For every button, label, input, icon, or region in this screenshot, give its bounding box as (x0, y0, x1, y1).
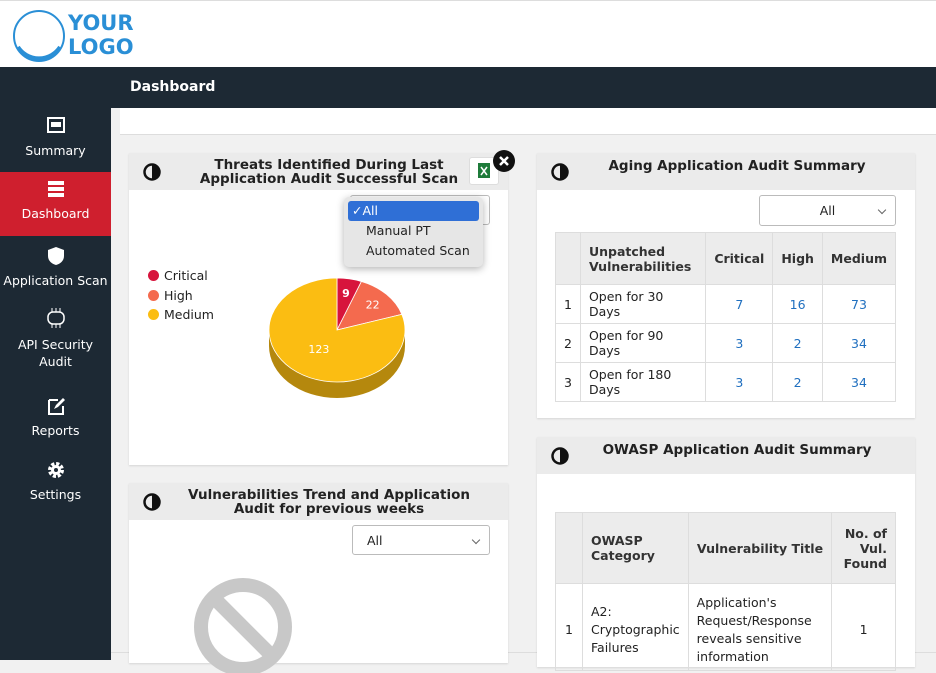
table-cell: 1 (831, 583, 896, 671)
panel-title: Aging Application Audit Summary (608, 158, 866, 174)
header: YOUR LOGO (0, 0, 936, 67)
table-cell: 3 (705, 362, 774, 402)
legend-item: High (148, 288, 193, 303)
panel-title: Threats Identified During Last Applicati… (199, 157, 459, 187)
panel-header: OWASP Application Audit Summary (537, 437, 915, 474)
table-cell: 3 (555, 362, 581, 402)
aging-panel: Aging Application Audit Summary All Unpa… (537, 153, 915, 418)
nav-application-scan[interactable]: Application Scan (0, 246, 111, 289)
header-cell: OWASP Category (582, 512, 689, 584)
dropdown-option[interactable]: All (348, 201, 479, 221)
table-cell: 34 (821, 323, 897, 363)
toolbar-strip (120, 108, 936, 135)
legend-label: Critical (164, 268, 208, 283)
table-cell: Open for 180 Days (579, 362, 707, 402)
sidebar: Summary Dashboard Application Scan API S… (0, 108, 111, 660)
nav-settings[interactable]: Settings (0, 460, 111, 503)
table-row: 2 Open for 90 Days 3 2 34 (555, 323, 897, 363)
nav-label: Application Scan (3, 273, 108, 288)
table-cell: 2 (772, 323, 823, 363)
header-cell: High (772, 232, 823, 285)
nav-label: Dashboard (21, 206, 90, 221)
table-row: 1 A2: Cryptographic Failures Application's… (555, 583, 896, 671)
panel-title: OWASP Application Audit Summary (602, 442, 872, 458)
trend-select[interactable]: All (352, 525, 490, 555)
table-cell: 1 (555, 583, 583, 671)
aging-select[interactable]: All (759, 195, 896, 226)
logo-text: LOGO (68, 35, 134, 59)
nav-reports[interactable]: Reports (0, 396, 111, 439)
table-cell: 16 (772, 284, 823, 324)
table-header-row: Unpatched Vulnerabilities Critical High Med… (555, 232, 897, 285)
table-cell: 7 (705, 284, 774, 324)
legend-swatch (148, 309, 159, 320)
table-cell: 34 (821, 362, 897, 402)
logo: YOUR LOGO (68, 11, 134, 59)
table-cell: 2 (772, 362, 823, 402)
table-row: 1 Open for 30 Days 7 16 73 (555, 284, 897, 324)
data-label: 9 (342, 287, 350, 300)
nav-label: Reports (31, 423, 80, 438)
nav-dashboard[interactable]: Dashboard (0, 172, 111, 236)
table-header-row: OWASP Category Vulnerability Title No. of … (555, 512, 896, 584)
trend-panel: Vulnerabilities Trend and Application Au… (129, 483, 508, 673)
table-row: 3 Open for 180 Days 3 2 34 (555, 362, 897, 402)
legend-swatch (148, 270, 159, 281)
close-button[interactable] (492, 149, 516, 173)
divider (111, 652, 936, 653)
table-cell: 1 (555, 284, 581, 324)
legend-label: Medium (164, 307, 214, 322)
nav-label: Settings (29, 487, 82, 502)
logo-icon (13, 10, 65, 62)
header-cell: Critical (705, 232, 774, 285)
table-cell: 2 (555, 323, 581, 363)
nav-summary[interactable]: Summary (0, 116, 111, 159)
legend-item: Medium (148, 307, 214, 322)
header-cell (555, 512, 583, 584)
nav-label: Summary (25, 143, 86, 158)
data-label: 123 (308, 343, 329, 356)
panel-header: Vulnerabilities Trend and Application Au… (129, 483, 508, 520)
legend-swatch (148, 290, 159, 301)
nav-api-security[interactable]: API Security Audit (0, 306, 111, 370)
dropdown-menu: All Manual PT Automated Scan (344, 197, 483, 267)
header-cell (555, 232, 581, 285)
table-cell: Open for 30 Days (579, 284, 707, 324)
dropdown-option[interactable]: Automated Scan (366, 243, 470, 258)
table-cell: 3 (705, 323, 774, 363)
legend-label: High (164, 288, 193, 303)
aging-table: Unpatched Vulnerabilities Critical High Med… (555, 232, 897, 402)
panel-header: Threats Identified During Last Applicati… (129, 153, 508, 190)
pie-slice (268, 277, 406, 383)
table-cell: Application's Request/Response reveals s… (687, 583, 833, 671)
header-cell: No. of Vul. Found (831, 512, 896, 584)
table-cell: 73 (821, 284, 897, 324)
panel-title: Vulnerabilities Trend and Application Au… (188, 487, 470, 517)
table-cell: A2: Cryptographic Failures (582, 583, 689, 671)
pie-side (269, 330, 405, 398)
owasp-panel: OWASP Application Audit Summary OWASP Ca… (537, 437, 915, 671)
legend-item: Critical (148, 268, 208, 283)
owasp-table: OWASP Category Vulnerability Title No. of … (555, 512, 896, 671)
logo-text: YOUR (68, 11, 134, 35)
header-cell: Vulnerability Title (687, 512, 833, 584)
pie-chart: 9 22 123 (268, 277, 406, 398)
no-data-icon (194, 578, 292, 673)
dropdown-option[interactable]: Manual PT (366, 223, 431, 238)
header-cell: Unpatched Vulnerabilities (579, 232, 707, 285)
threats-panel: Threats Identified During Last Applicati… (129, 153, 508, 465)
panel-header: Aging Application Audit Summary (537, 153, 915, 190)
table-cell: Open for 90 Days (579, 323, 707, 363)
data-label: 22 (366, 298, 380, 311)
header-cell: Medium (821, 232, 897, 285)
page-title: Dashboard (130, 79, 216, 95)
navbar: Dashboard (0, 67, 936, 108)
nav-label: API Security Audit (17, 337, 94, 369)
